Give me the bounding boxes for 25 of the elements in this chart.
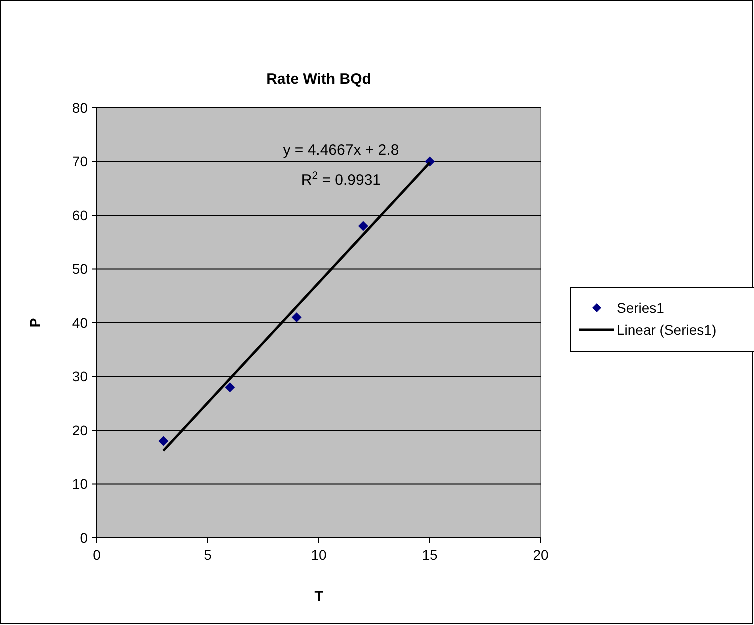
y-tick-label: 50 [72, 261, 88, 278]
y-tick-label: 60 [72, 207, 88, 224]
y-tick-label: 10 [72, 476, 88, 492]
point [292, 312, 302, 323]
x-tick-label: 5 [204, 547, 212, 563]
y-tick-label: 70 [72, 154, 88, 170]
y-tick-label: 40 [72, 314, 88, 331]
x-tick-label: 15 [422, 547, 438, 563]
chart-title: Rate With BQd [266, 71, 372, 88]
y-tick-label: 20 [72, 422, 88, 438]
legend-label: Linear (Series1) [617, 322, 717, 338]
x-tick-label: 10 [311, 547, 327, 563]
annotation: R$^{2}$ = 0.9931 [301, 170, 382, 189]
legend-label: Series1 [617, 300, 665, 316]
x-tick-label: 20 [533, 547, 549, 563]
x-axis-title: T [314, 588, 324, 604]
point [358, 221, 368, 232]
point [158, 436, 169, 446]
y-axis-title: P [27, 318, 43, 328]
y-tick-label: 30 [72, 368, 88, 385]
point [225, 382, 236, 392]
y-tick-label: 0 [80, 530, 88, 546]
x-tick-label: 0 [93, 547, 102, 563]
y-tick-label: 80 [72, 100, 88, 116]
annotation: y = 4.4667x + 2.8 [283, 142, 400, 159]
